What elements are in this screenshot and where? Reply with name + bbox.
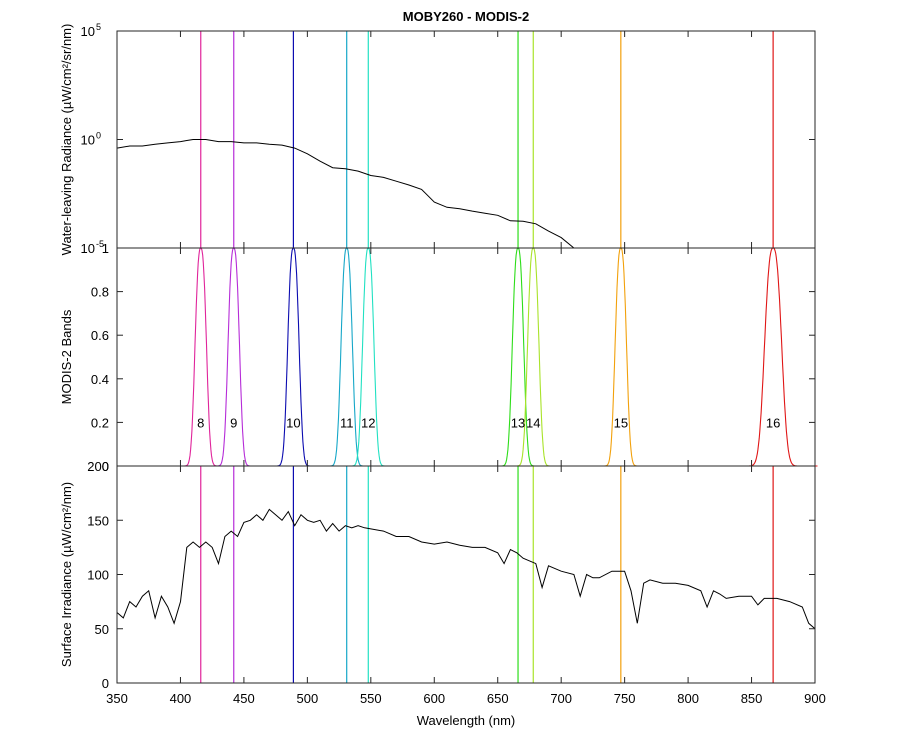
y-tick-label: 150: [87, 513, 109, 528]
x-tick-label: 350: [106, 691, 128, 706]
bands-panel-frame: [116, 247, 816, 467]
radiance-panel-frame: [116, 30, 816, 249]
y-tick-label: 10: [81, 241, 95, 256]
y-tick-label: 0.4: [91, 372, 109, 387]
chart-title: MOBY260 - MODIS-2: [403, 9, 529, 24]
y-tick-exponent: 0: [96, 131, 101, 141]
band-response-curve: [156, 247, 246, 467]
y-tick-label: 0: [102, 676, 109, 691]
x-tick-label: 650: [487, 691, 509, 706]
x-tick-label: 800: [677, 691, 699, 706]
x-axis-label: Wavelength (nm): [417, 713, 516, 728]
y-tick-label: 0.8: [91, 285, 109, 300]
y-tick-label: 1: [102, 241, 109, 256]
y-tick-label: 50: [95, 622, 109, 637]
x-tick-label: 450: [233, 691, 255, 706]
band-number-label: 14: [526, 415, 540, 430]
y-tick-label: 0.2: [91, 415, 109, 430]
band-number-label: 13: [511, 415, 525, 430]
band-response-curve: [488, 247, 578, 467]
band-number-label: 10: [286, 415, 300, 430]
irradiance-series-line: [116, 508, 816, 630]
x-tick-label: 550: [360, 691, 382, 706]
x-tick-label: 500: [297, 691, 319, 706]
band-number-label: 12: [361, 415, 375, 430]
band-number-label: 16: [766, 415, 780, 430]
y-tick-label: 200: [87, 459, 109, 474]
radiance-y-axis-label: Water-leaving Radiance (µW/cm²/sr/nm): [59, 24, 74, 256]
x-tick-label: 400: [170, 691, 192, 706]
x-tick-label: 900: [804, 691, 826, 706]
y-tick-label: 0: [102, 459, 109, 474]
band-response-curve: [728, 247, 818, 467]
y-tick-label: 0.6: [91, 328, 109, 343]
band-number-label: 11: [340, 415, 354, 430]
band-number-label: 8: [197, 415, 204, 430]
band-number-label: 15: [614, 415, 628, 430]
band-number-label: 9: [230, 415, 237, 430]
band-response-curve: [249, 247, 338, 467]
irradiance-panel-frame: [116, 465, 816, 684]
irradiance-y-axis-label: Surface Irradiance (µW/cm²/nm): [59, 482, 74, 667]
bands-y-axis-label: MODIS-2 Bands: [59, 309, 74, 404]
x-tick-label: 600: [423, 691, 445, 706]
y-tick-exponent: 5: [96, 22, 101, 32]
y-tick-label: 10: [81, 24, 95, 39]
band-response-curve: [189, 247, 279, 467]
x-tick-label: 850: [741, 691, 763, 706]
x-tick-label: 700: [550, 691, 572, 706]
band-response-curve: [473, 247, 563, 467]
radiance-series-line: [116, 139, 815, 249]
y-tick-label: 10: [81, 133, 95, 148]
band-response-curve: [576, 247, 666, 467]
x-tick-label: 750: [614, 691, 636, 706]
y-tick-label: 100: [87, 568, 109, 583]
y-tick-exponent: -5: [96, 239, 104, 249]
